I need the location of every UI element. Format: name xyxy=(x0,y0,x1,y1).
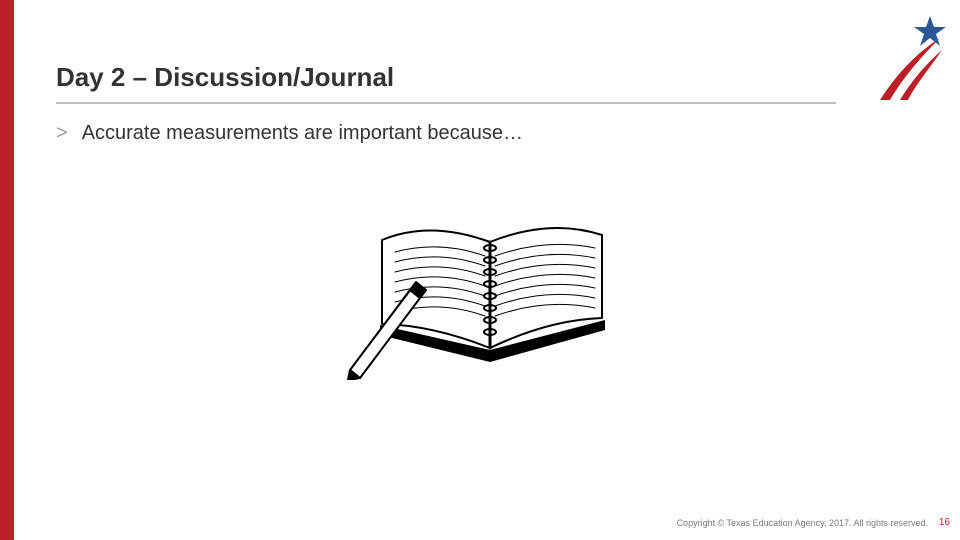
brand-logo xyxy=(860,12,948,105)
slide: Day 2 – Discussion/Journal > Accurate me… xyxy=(0,0,960,540)
journal-illustration xyxy=(340,180,640,385)
slide-title: Day 2 – Discussion/Journal xyxy=(56,62,394,93)
copyright-text: Copyright © Texas Education Agency, 2017… xyxy=(677,518,928,528)
bullet-item: > Accurate measurements are important be… xyxy=(56,122,523,145)
notebook-icon xyxy=(340,180,640,380)
page-number: 16 xyxy=(939,517,950,528)
title-underline xyxy=(56,102,836,104)
bullet-text: Accurate measurements are important beca… xyxy=(82,122,523,145)
bullet-marker: > xyxy=(56,122,68,145)
left-accent-bar xyxy=(0,0,14,540)
star-swoosh-icon xyxy=(860,12,948,100)
